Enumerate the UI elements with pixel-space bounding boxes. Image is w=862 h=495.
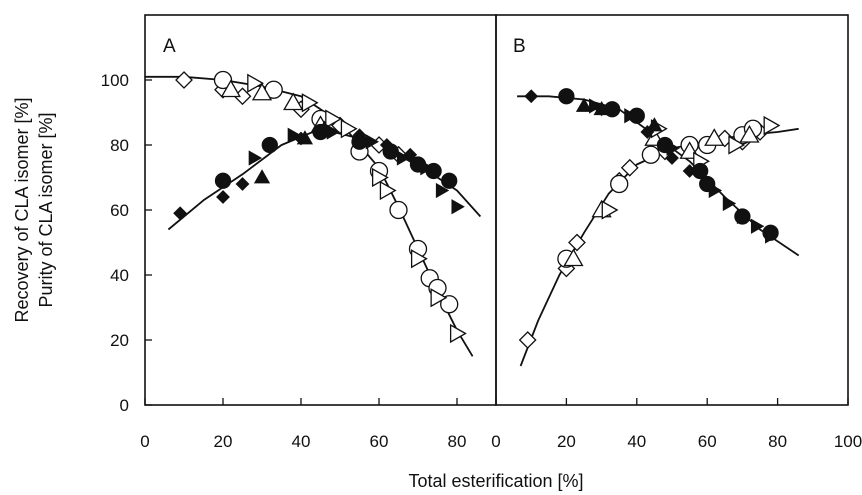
panel-a-y-tick-label: 20 <box>110 331 129 350</box>
panel-a-y-tick-label: 60 <box>110 201 129 220</box>
panel-a-y-tick-label: 100 <box>101 71 129 90</box>
panel-b-x-tick-label: 80 <box>768 432 787 451</box>
panel-a-marker-filled-diamond <box>173 206 188 221</box>
panel-b-marker-open-triangle-right <box>601 200 619 220</box>
panel-a-marker-open-triangle-right <box>301 93 319 113</box>
panel-b-marker-open-triangle-right <box>728 135 746 155</box>
y-axis-title-recovery: Recovery of CLA isomer [%] <box>12 97 32 322</box>
panel-a-marker-filled-triangle-right <box>326 124 341 140</box>
panel-b-marker-open-triangle-right <box>763 115 781 136</box>
panel-b-frame <box>495 14 849 406</box>
panel-b-x-tick-label: 0 <box>491 432 500 451</box>
panel-a-fit-curve-purity <box>145 75 474 357</box>
panel-b-fit-curve-purity <box>519 127 799 367</box>
panel-a-x-tick-label: 40 <box>292 432 311 451</box>
panel-a-marker-open-triangle-up <box>283 92 304 111</box>
panel-a-marker-filled-triangle-right <box>396 150 411 166</box>
panel-b-marker-filled-diamond <box>665 151 679 165</box>
panel-a-marker-open-circle <box>389 200 408 220</box>
panel-b-marker-open-circle <box>641 145 661 164</box>
panel-a-marker-filled-triangle-up <box>253 169 271 184</box>
panel-a-marker-open-triangle-up <box>251 82 273 101</box>
panel-a-marker-filled-circle <box>351 133 368 150</box>
panel-b-marker-open-triangle-up <box>704 128 725 146</box>
data-markers-layer <box>173 70 781 349</box>
panel-a-marker-open-triangle-right <box>340 119 358 139</box>
panel-a-marker-filled-circle <box>261 136 278 154</box>
fit-curves-layer <box>145 75 800 367</box>
panel-a-y-tick-label: 0 <box>120 396 129 415</box>
panel-a-marker-open-triangle-up <box>220 79 241 98</box>
panel-a-marker-filled-circle <box>441 172 458 189</box>
x-axis-title: Total esterification [%] <box>408 471 583 491</box>
panel-b-marker-filled-triangle-up <box>646 117 663 132</box>
panel-a-marker-open-circle <box>213 70 233 90</box>
panel-a-x-tick-label: 0 <box>140 432 149 451</box>
panel-a-marker-open-triangle-right <box>410 249 428 269</box>
panel-b-marker-open-triangle-up <box>563 248 584 267</box>
panel-b-marker-filled-circle <box>692 162 709 180</box>
panel-b-marker-open-diamond <box>620 158 639 177</box>
panel-a-x-tick-label: 60 <box>370 432 389 451</box>
panel-a-marker-filled-triangle-right <box>248 150 263 166</box>
panel-b-marker-filled-triangle-up <box>575 97 593 112</box>
panel-b-fit-curve-recovery <box>517 95 800 257</box>
panel-a-marker-filled-triangle-right <box>287 127 302 143</box>
panel-a-marker-filled-diamond <box>216 190 230 204</box>
panel-a-marker-filled-triangle-right <box>435 182 450 199</box>
panel-b-label: B <box>513 36 526 57</box>
panel-a-marker-open-triangle-right <box>325 109 343 129</box>
panel-a-label: A <box>163 36 176 57</box>
panel-b-marker-filled-circle <box>558 88 575 105</box>
panel-a-x-tick-label: 20 <box>214 432 233 451</box>
panel-a-marker-open-triangle-right <box>247 73 265 93</box>
panel-b-marker-filled-triangle-right <box>736 208 751 225</box>
panel-a-marker-open-diamond <box>175 71 193 89</box>
panel-b-x-tick-label: 20 <box>557 432 576 451</box>
panel-b-x-tick-label: 40 <box>627 432 646 451</box>
panel-a-y-tick-label: 40 <box>110 266 129 285</box>
panel-a-marker-open-triangle-right <box>430 288 448 308</box>
panel-b-marker-filled-triangle-right <box>708 182 723 199</box>
panel-b-marker-filled-triangle-right <box>765 228 779 244</box>
panel-a-marker-open-triangle-right <box>379 180 397 201</box>
panel-b-marker-open-circle <box>610 174 629 194</box>
panel-b-marker-filled-triangle-right <box>589 98 603 114</box>
panel-a-marker-open-triangle-right <box>449 323 467 344</box>
panel-a-marker-filled-circle <box>382 143 399 160</box>
panel-a-marker-filled-diamond <box>235 177 250 191</box>
panel-a-y-tick-label: 80 <box>110 136 129 155</box>
panel-a-marker-filled-triangle-up <box>296 130 314 145</box>
panel-b-marker-filled-triangle-right <box>722 195 737 212</box>
panel-a-marker-filled-triangle-right <box>420 160 434 176</box>
panel-b-x-tick-label: 100 <box>834 432 862 451</box>
panel-b-marker-open-diamond <box>568 233 586 252</box>
panel-a-marker-filled-triangle-right <box>365 134 380 150</box>
panel-a-frame <box>144 14 497 406</box>
ticks-layer: 0 20 40 60 80 0 20 40 60 80 100 0 20 40 60 80 100 <box>101 71 862 451</box>
panel-a-marker-open-circle <box>440 295 459 314</box>
panel-b-marker-open-triangle-up <box>739 124 760 143</box>
panel-b-marker-filled-triangle-right <box>750 218 765 234</box>
panel-b-marker-filled-diamond <box>524 89 539 104</box>
panel-b-marker-filled-triangle-right <box>624 108 638 124</box>
panel-a-marker-filled-circle <box>214 172 232 189</box>
panel-b-marker-open-diamond <box>518 331 537 349</box>
y-axis-title-purity: Purity of CLA isomer [%] <box>36 112 56 307</box>
panel-a-x-tick-label: 80 <box>448 432 467 451</box>
panel-a-marker-filled-triangle-right <box>451 199 465 215</box>
panel-b-x-tick-label: 60 <box>698 432 717 451</box>
panel-b-marker-filled-triangle-right <box>666 140 680 156</box>
